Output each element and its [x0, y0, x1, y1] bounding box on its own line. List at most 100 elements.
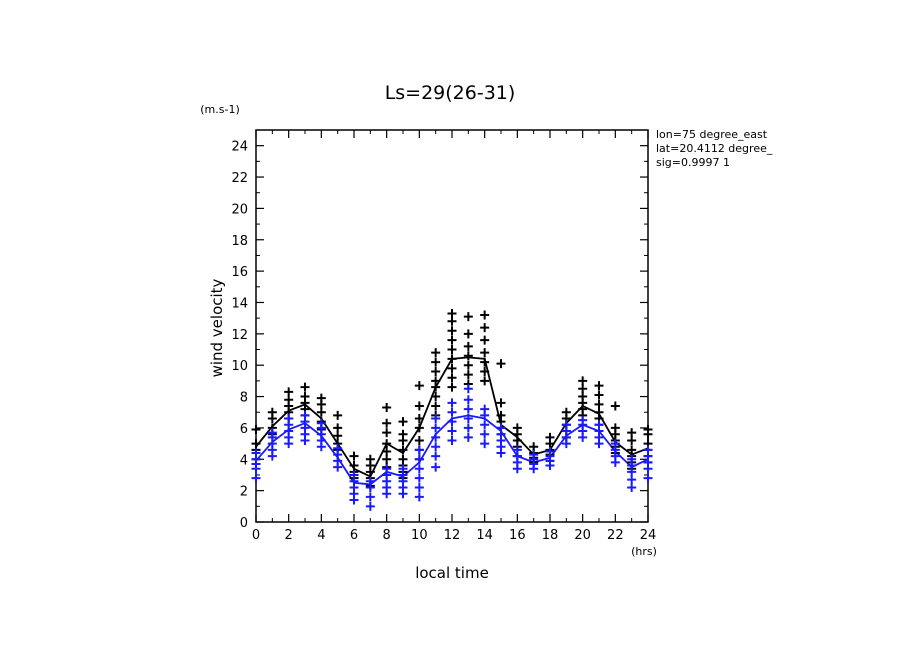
x-tick-label: 8 [383, 528, 391, 543]
data-point-0 [398, 417, 408, 427]
data-point-1 [627, 483, 637, 493]
data-point-1 [463, 432, 473, 442]
data-point-1 [643, 473, 653, 483]
data-point-0 [627, 428, 637, 438]
data-point-1 [316, 418, 326, 428]
data-point-0 [447, 308, 457, 318]
data-point-0 [398, 445, 408, 455]
data-point-0 [316, 407, 326, 417]
x-tick-label: 18 [542, 528, 559, 543]
data-point-0 [610, 401, 620, 411]
data-point-1 [643, 445, 653, 455]
data-point-0 [349, 451, 359, 461]
data-point-0 [627, 445, 637, 455]
y-tick-label: 10 [231, 359, 248, 374]
data-point-0 [496, 410, 506, 420]
data-point-1 [463, 384, 473, 394]
data-point-0 [414, 423, 424, 433]
data-point-0 [496, 398, 506, 408]
data-point-0 [267, 407, 277, 417]
data-point-0 [643, 424, 653, 434]
y-tick-label: 2 [240, 485, 248, 500]
data-point-0 [431, 392, 441, 402]
data-point-0 [447, 345, 457, 355]
data-point-1 [300, 410, 310, 420]
plot-frame [255, 129, 649, 523]
y-tick-label: 8 [240, 391, 248, 406]
data-point-1 [431, 442, 441, 452]
data-point-0 [382, 418, 392, 428]
data-point-0 [431, 348, 441, 358]
x-tick-label: 12 [444, 528, 461, 543]
data-point-1 [414, 492, 424, 502]
data-point-0 [480, 376, 490, 386]
x-tick-label: 14 [476, 528, 493, 543]
data-point-0 [447, 363, 457, 373]
data-point-1 [480, 420, 490, 430]
data-point-1 [431, 414, 441, 424]
data-point-0 [382, 428, 392, 438]
y-tick-label: 12 [231, 328, 248, 343]
data-point-1 [349, 470, 359, 480]
x-unit-label: (hrs) [631, 545, 657, 558]
data-point-0 [480, 357, 490, 367]
x-tick-label: 0 [252, 528, 260, 543]
x-tick-label: 6 [350, 528, 358, 543]
data-point-0 [414, 381, 424, 391]
data-point-1 [414, 473, 424, 483]
data-point-1 [512, 445, 522, 455]
data-point-0 [594, 381, 604, 391]
x-tick-label: 22 [607, 528, 624, 543]
data-point-0 [414, 401, 424, 411]
data-point-0 [414, 435, 424, 445]
x-axis-label: local time [415, 564, 489, 582]
data-point-1 [365, 476, 375, 486]
data-point-1 [267, 428, 277, 438]
x-tick-label: 10 [411, 528, 428, 543]
data-point-0 [251, 439, 261, 449]
data-point-0 [382, 403, 392, 413]
data-point-1 [382, 464, 392, 474]
data-point-1 [431, 451, 441, 461]
data-point-0 [594, 399, 604, 409]
data-point-0 [594, 390, 604, 400]
data-point-1 [447, 407, 457, 417]
data-point-0 [627, 435, 637, 445]
data-point-1 [463, 423, 473, 433]
data-point-1 [251, 473, 261, 483]
data-point-1 [365, 501, 375, 511]
data-point-1 [496, 423, 506, 433]
data-point-0 [480, 323, 490, 333]
data-point-0 [447, 326, 457, 336]
data-point-1 [251, 448, 261, 458]
data-point-1 [447, 417, 457, 427]
y-tick-label: 18 [231, 234, 248, 249]
data-point-1 [594, 420, 604, 430]
data-point-1 [627, 454, 637, 464]
data-point-0 [316, 393, 326, 403]
data-point-1 [529, 450, 539, 460]
annotation-lon: lon=75 degree_east [656, 128, 768, 141]
data-point-0 [578, 376, 588, 386]
data-point-1 [480, 404, 490, 414]
y-tick-label: 4 [240, 453, 248, 468]
data-point-0 [431, 376, 441, 386]
data-point-0 [447, 373, 457, 383]
y-tick-label: 6 [240, 422, 248, 437]
data-point-0 [414, 414, 424, 424]
data-point-0 [349, 461, 359, 471]
data-point-0 [463, 351, 473, 361]
x-tick-label: 2 [285, 528, 293, 543]
data-point-0 [463, 329, 473, 339]
data-point-0 [382, 446, 392, 456]
y-tick-label: 0 [240, 516, 248, 531]
data-point-1 [414, 454, 424, 464]
data-point-0 [447, 316, 457, 326]
data-point-0 [333, 431, 343, 441]
y-unit-label: (m.s-1) [200, 103, 240, 116]
x-tick-label: 24 [640, 528, 657, 543]
data-point-0 [578, 384, 588, 394]
data-point-0 [333, 410, 343, 420]
data-point-1 [333, 443, 343, 453]
